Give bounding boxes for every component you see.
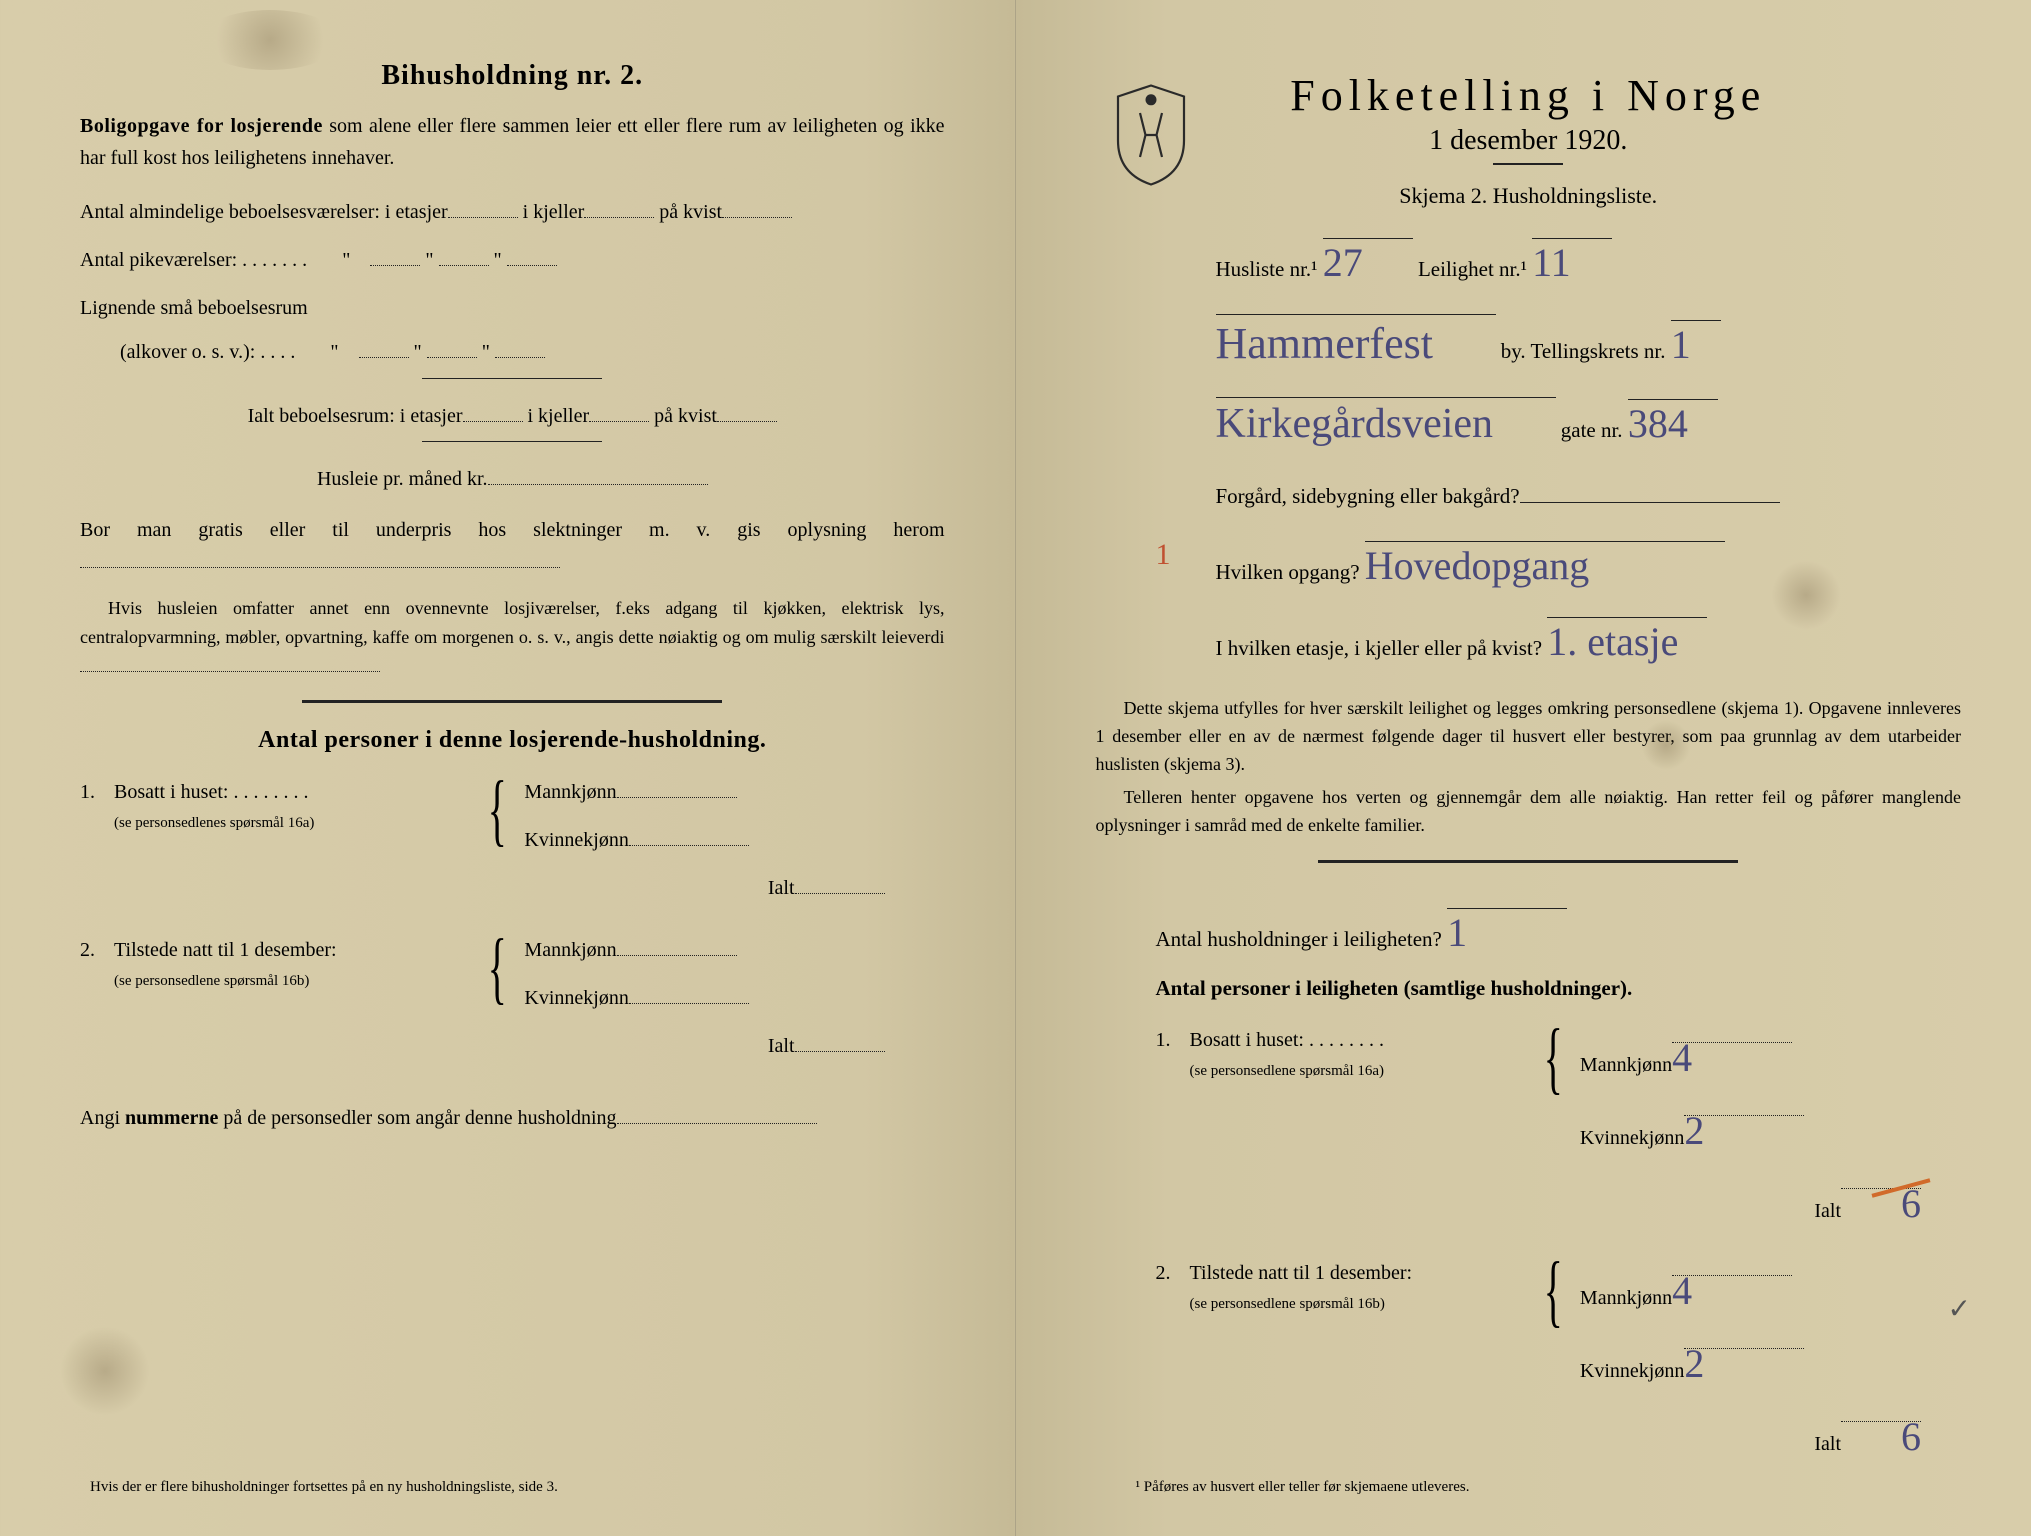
ialt-label: Ialt — [768, 1035, 795, 1057]
kvinne-label: Kvinnekjønn — [1580, 1360, 1684, 1382]
row-rooms: Antal almindelige beboelsesværelser: i e… — [80, 190, 945, 234]
r2: Antal pikeværelser: . . . . . . . — [80, 249, 307, 271]
row-rent: Husleie pr. måned kr. — [80, 458, 945, 500]
left-section-title: Antal personer i denne losjerende-hushol… — [80, 727, 945, 754]
kvinne-label: Kvinnekjønn — [524, 829, 628, 851]
instructions-1: Dette skjema utfylles for hver særskilt … — [1096, 695, 1962, 779]
instructions-2: Telleren henter opgavene hos verten og g… — [1096, 784, 1962, 840]
right-footnote: ¹ Påføres av husvert eller teller før sk… — [1136, 1479, 1470, 1496]
subtitle: 1 desember 1920. — [1096, 125, 1962, 157]
gatenr-value: 384 — [1628, 378, 1688, 470]
q2-small: (se personsedlene spørsmål 16b) — [114, 968, 474, 995]
husliste-label: Husliste nr.¹ — [1216, 257, 1318, 281]
forgard-label: Forgård, sidebygning eller bakgård? — [1216, 484, 1520, 508]
q2-num: 2. — [80, 932, 114, 968]
mann-label: Mannkjønn — [1580, 1287, 1672, 1309]
gratis-text: Bor man gratis eller til underpris hos s… — [80, 519, 945, 541]
ialt-label: Ialt — [1814, 1433, 1841, 1455]
left-footnote: Hvis der er flere bihusholdninger fortse… — [90, 1479, 558, 1496]
sum-end: på kvist — [654, 405, 717, 427]
left-intro: Boligopgave for losjerende som alene ell… — [80, 110, 945, 174]
row-note: Hvis husleien omfatter annet enn ovennev… — [80, 594, 945, 680]
ialt2-value: 6 — [1901, 1401, 1921, 1473]
by-label: by. Tellingskrets nr. — [1501, 339, 1666, 363]
main-title: Folketelling i Norge — [1096, 70, 1962, 121]
kvinne1-value: 2 — [1684, 1095, 1704, 1167]
brace-icon: { — [1543, 1022, 1562, 1094]
row-gratis: Bor man gratis eller til underpris hos s… — [80, 514, 945, 578]
r1-pre: Antal almindelige beboelsesværelser: i e… — [80, 201, 448, 223]
rq1-block: 1. Bosatt i huset: . . . . . . . . (se p… — [1156, 1022, 1962, 1241]
kvinne2-value: 2 — [1684, 1328, 1704, 1400]
rq2-label: Tilstede natt til 1 desember: — [1190, 1262, 1413, 1284]
ialt1-value: 6 — [1901, 1168, 1921, 1240]
left-page: Bihusholdning nr. 2. Boligopgave for los… — [0, 0, 1016, 1536]
mann1-value: 4 — [1672, 1022, 1692, 1094]
mann-label: Mannkjønn — [524, 939, 616, 961]
schema-label: Skjema 2. Husholdningsliste. — [1096, 183, 1962, 209]
gate-value: Kirkegårdsveien — [1216, 376, 1494, 473]
gate-label: gate nr. — [1561, 418, 1623, 442]
sum-pre: Ialt beboelsesrum: i etasjer — [248, 405, 463, 427]
kvinne-label: Kvinnekjønn — [524, 987, 628, 1009]
r1-mid: i kjeller — [523, 201, 585, 223]
opgang-label: Hvilken opgang? — [1216, 560, 1360, 584]
q1-num: 1. — [80, 774, 114, 810]
divider — [422, 441, 602, 442]
r1-end: på kvist — [659, 201, 722, 223]
brace-icon: { — [488, 774, 507, 846]
antal-hush-row: Antal husholdninger i leiligheten? 1 — [1156, 887, 1962, 963]
check-mark: ✓ — [1948, 1285, 1971, 1335]
angi-row: Angi nummerne på de personsedler som ang… — [80, 1096, 945, 1140]
forgard-row: Forgård, sidebygning eller bakgård? — [1216, 472, 1962, 520]
etasje-row: I hvilken etasje, i kjeller eller på kvi… — [1216, 596, 1962, 672]
row-pike: Antal pikeværelser: . . . . . . . " " " — [80, 238, 945, 282]
margin-mark: 1 — [1156, 520, 1171, 589]
q1-label: Bosatt i huset: . . . . . . . . — [114, 781, 308, 803]
q2-block: 2. Tilstede natt til 1 desember: (se per… — [80, 932, 945, 1076]
q2-label: Tilstede natt til 1 desember: — [114, 939, 337, 961]
note-text: Hvis husleien omfatter annet enn ovennev… — [80, 598, 945, 647]
r3a: Lignende små beboelsesrum — [80, 297, 308, 319]
mann-label: Mannkjønn — [524, 781, 616, 803]
rq2-num: 2. — [1156, 1255, 1190, 1291]
rq1-num: 1. — [1156, 1022, 1190, 1058]
brace-icon: { — [488, 932, 507, 1004]
etasje-label: I hvilken etasje, i kjeller eller på kvi… — [1216, 636, 1543, 660]
right-page: Folketelling i Norge 1 desember 1920. Sk… — [1016, 0, 2031, 1536]
rq1-small: (se personsedlene spørsmål 16a) — [1190, 1058, 1530, 1085]
document-spread: Bihusholdning nr. 2. Boligopgave for los… — [0, 0, 2031, 1536]
mann2-value: 4 — [1672, 1255, 1692, 1327]
row-alkove: Lignende små beboelsesrum (alkover o. s.… — [80, 286, 945, 374]
by-row: Hammerfest by. Tellingskrets nr. 1 — [1216, 293, 1962, 375]
husliste-row: Husliste nr.¹ 27 Leilighet nr.¹ 11 — [1216, 217, 1962, 293]
antal-hush-label: Antal husholdninger i leiligheten? — [1156, 927, 1442, 951]
brace-icon: { — [1543, 1255, 1562, 1327]
opgang-row: 1 Hvilken opgang? Hovedopgang — [1216, 520, 1962, 596]
divider — [422, 378, 602, 379]
row-sum: Ialt beboelsesrum: i etasjer i kjeller p… — [80, 395, 945, 437]
r3b: (alkover o. s. v.): . . . . — [120, 341, 295, 363]
mann-label: Mannkjønn — [1580, 1054, 1672, 1076]
ialt-label: Ialt — [768, 877, 795, 899]
q1-small: (se personsedlenes spørsmål 16a) — [114, 810, 474, 837]
sum-mid: i kjeller — [528, 405, 590, 427]
leilighet-label: Leilighet nr.¹ — [1418, 257, 1527, 281]
thick-divider — [1318, 860, 1738, 863]
ialt-label: Ialt — [1814, 1200, 1841, 1222]
rq2-block: 2. Tilstede natt til 1 desember: (se per… — [1156, 1255, 1962, 1474]
rent-label: Husleie pr. måned kr. — [317, 468, 488, 490]
gate-row: Kirkegårdsveien gate nr. 384 — [1216, 376, 1962, 454]
coat-of-arms-icon — [1106, 80, 1196, 190]
q1-block: 1. Bosatt i huset: . . . . . . . . (se p… — [80, 774, 945, 918]
etasje-value: 1. etasje — [1547, 596, 1678, 688]
rq1-label: Bosatt i huset: . . . . . . . . — [1190, 1029, 1384, 1051]
intro-bold: Boligopgave for losjerende — [80, 115, 323, 137]
rq2-small: (se personsedlene spørsmål 16b) — [1190, 1291, 1530, 1318]
thick-divider — [302, 700, 722, 703]
antal-pers-label: Antal personer i leiligheten (samtlige h… — [1156, 964, 1962, 1012]
kvinne-label: Kvinnekjønn — [1580, 1127, 1684, 1149]
left-heading: Bihusholdning nr. 2. — [80, 60, 945, 92]
